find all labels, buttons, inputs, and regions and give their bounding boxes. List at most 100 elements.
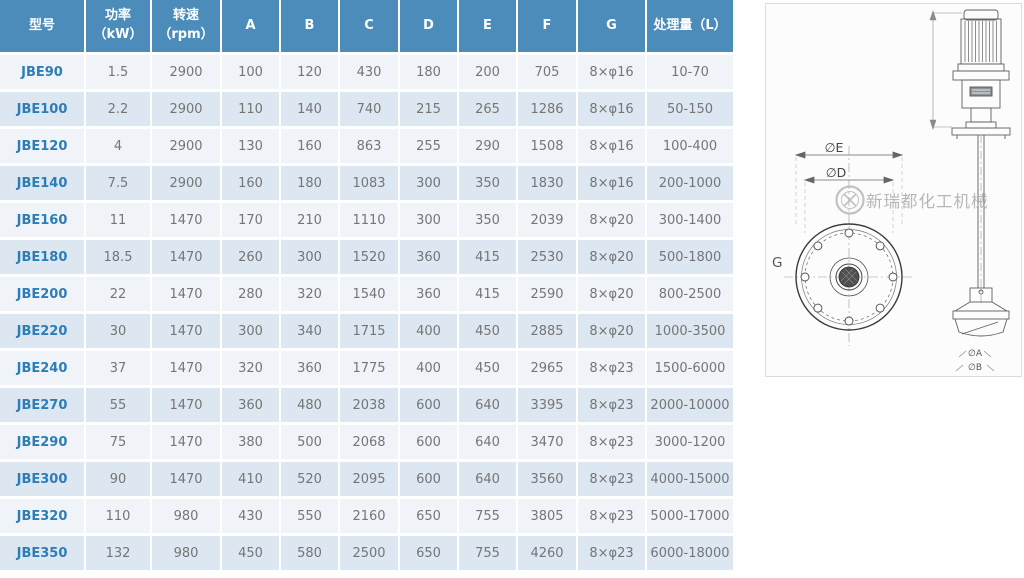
model-cell[interactable]: JBE300 [0,462,86,499]
value-cell: 120 [281,55,340,92]
value-cell: 10-70 [647,55,733,92]
value-cell: 1000-3500 [647,314,733,351]
model-cell[interactable]: JBE240 [0,351,86,388]
model-cell[interactable]: JBE120 [0,129,86,166]
table-row: JBE140 7.5 2900 160 180 1083 300 350 1830 8×φ16 20… [0,166,733,203]
value-cell: 8×φ16 [578,129,647,166]
value-cell: 8×φ20 [578,277,647,314]
value-cell: 280 [222,277,281,314]
value-cell: 650 [400,499,459,536]
value-cell: 2.2 [86,92,152,129]
value-cell: 8×φ20 [578,314,647,351]
value-cell: 640 [459,388,518,425]
value-cell: 3560 [518,462,578,499]
value-cell: 100 [222,55,281,92]
model-cell[interactable]: JBE200 [0,277,86,314]
value-cell: 22 [86,277,152,314]
model-cell[interactable]: JBE140 [0,166,86,203]
value-cell: 2965 [518,351,578,388]
value-cell: 55 [86,388,152,425]
model-cell[interactable]: JBE100 [0,92,86,129]
table-row: JBE120 4 2900 130 160 863 255 290 1508 8×φ16 100-4… [0,129,733,166]
model-cell[interactable]: JBE160 [0,203,86,240]
value-cell: 350 [459,166,518,203]
value-cell: 1470 [152,351,222,388]
value-cell: 400 [400,314,459,351]
value-cell: 2590 [518,277,578,314]
value-cell: 8×φ23 [578,462,647,499]
value-cell: 210 [281,203,340,240]
value-cell: 170 [222,203,281,240]
value-cell: 8×φ16 [578,92,647,129]
impeller [952,287,1010,337]
motor-side-view [951,9,1011,288]
value-cell: 450 [459,314,518,351]
value-cell: 1110 [340,203,400,240]
value-cell: 650 [400,536,459,573]
model-cell[interactable]: JBE90 [0,55,86,92]
value-cell: 8×φ23 [578,499,647,536]
value-cell: 2900 [152,55,222,92]
value-cell: 2095 [340,462,400,499]
value-cell: 3805 [518,499,578,536]
value-cell: 1286 [518,92,578,129]
model-cell[interactable]: JBE290 [0,425,86,462]
value-cell: 600 [400,388,459,425]
value-cell: 3395 [518,388,578,425]
value-cell: 8×φ23 [578,388,647,425]
table-row: JBE300 90 1470 410 520 2095 600 640 3560 8×φ23 400… [0,462,733,499]
watermark-logo: 新瑞都化工机械 [835,185,988,215]
value-cell: 4000-15000 [647,462,733,499]
value-cell: 320 [281,277,340,314]
model-cell[interactable]: JBE320 [0,499,86,536]
value-cell: 300-1400 [647,203,733,240]
column-header: D [400,0,459,55]
value-cell: 200-1000 [647,166,733,203]
value-cell: 350 [459,203,518,240]
value-cell: 110 [86,499,152,536]
model-cell[interactable]: JBE350 [0,536,86,573]
value-cell: 8×φ23 [578,536,647,573]
value-cell: 520 [281,462,340,499]
value-cell: 600 [400,425,459,462]
value-cell: 550 [281,499,340,536]
value-cell: 450 [222,536,281,573]
value-cell: 300 [400,166,459,203]
value-cell: 2000-10000 [647,388,733,425]
value-cell: 100-400 [647,129,733,166]
value-cell: 300 [222,314,281,351]
value-cell: 410 [222,462,281,499]
table-header-row: 型号 功率 （kW） 转速 （rpm） A B C D E F G 处理量（L） [0,0,733,55]
value-cell: 430 [340,55,400,92]
model-cell[interactable]: JBE270 [0,388,86,425]
value-cell: 1470 [152,203,222,240]
value-cell: 2039 [518,203,578,240]
value-cell: 600 [400,462,459,499]
value-cell: 90 [86,462,152,499]
value-cell: 360 [281,351,340,388]
dim-b-label: ∅B [968,363,982,373]
table-row: JBE350 132 980 450 580 2500 650 755 4260 8×φ23 600… [0,536,733,573]
table-row: JBE220 30 1470 300 340 1715 400 450 2885 8×φ20 100… [0,314,733,351]
value-cell: 3000-1200 [647,425,733,462]
value-cell: 480 [281,388,340,425]
value-cell: 863 [340,129,400,166]
model-cell[interactable]: JBE220 [0,314,86,351]
value-cell: 6000-18000 [647,536,733,573]
value-cell: 8×φ23 [578,425,647,462]
diameter-e-dimension: ∅E [794,140,904,224]
value-cell: 430 [222,499,281,536]
value-cell: 200 [459,55,518,92]
model-cell[interactable]: JBE180 [0,240,86,277]
table-row: JBE200 22 1470 280 320 1540 360 415 2590 8×φ20 800… [0,277,733,314]
value-cell: 180 [281,166,340,203]
value-cell: 1500-6000 [647,351,733,388]
value-cell: 37 [86,351,152,388]
value-cell: 2900 [152,92,222,129]
value-cell: 180 [400,55,459,92]
value-cell: 4260 [518,536,578,573]
value-cell: 8×φ20 [578,203,647,240]
table-row: JBE270 55 1470 360 480 2038 600 640 3395 8×φ23 200… [0,388,733,425]
value-cell: 740 [340,92,400,129]
table-row: JBE290 75 1470 380 500 2068 600 640 3470 8×φ23 300… [0,425,733,462]
